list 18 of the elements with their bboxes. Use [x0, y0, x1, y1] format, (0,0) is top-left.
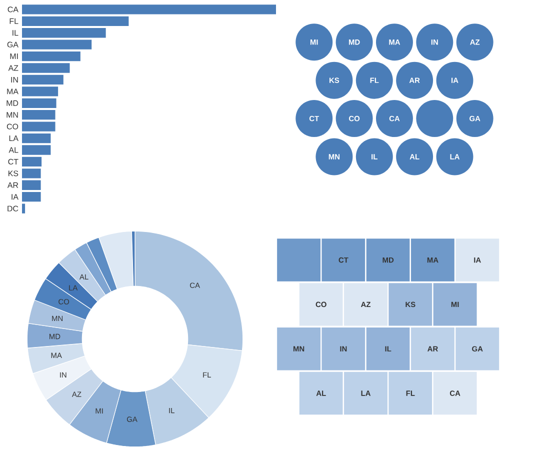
bar	[22, 4, 276, 14]
bar	[22, 74, 64, 85]
bar	[22, 192, 41, 202]
bar	[22, 168, 41, 178]
bar	[22, 204, 26, 214]
bar	[22, 86, 58, 96]
bar	[22, 63, 70, 73]
bar	[22, 98, 56, 108]
bar	[22, 156, 42, 167]
bar	[22, 145, 51, 155]
bar	[22, 110, 56, 120]
bar	[22, 51, 80, 62]
bar	[22, 180, 41, 190]
bar	[22, 16, 129, 26]
bar	[22, 133, 51, 144]
bar	[22, 40, 92, 50]
bar	[22, 28, 106, 38]
bar	[22, 122, 56, 132]
